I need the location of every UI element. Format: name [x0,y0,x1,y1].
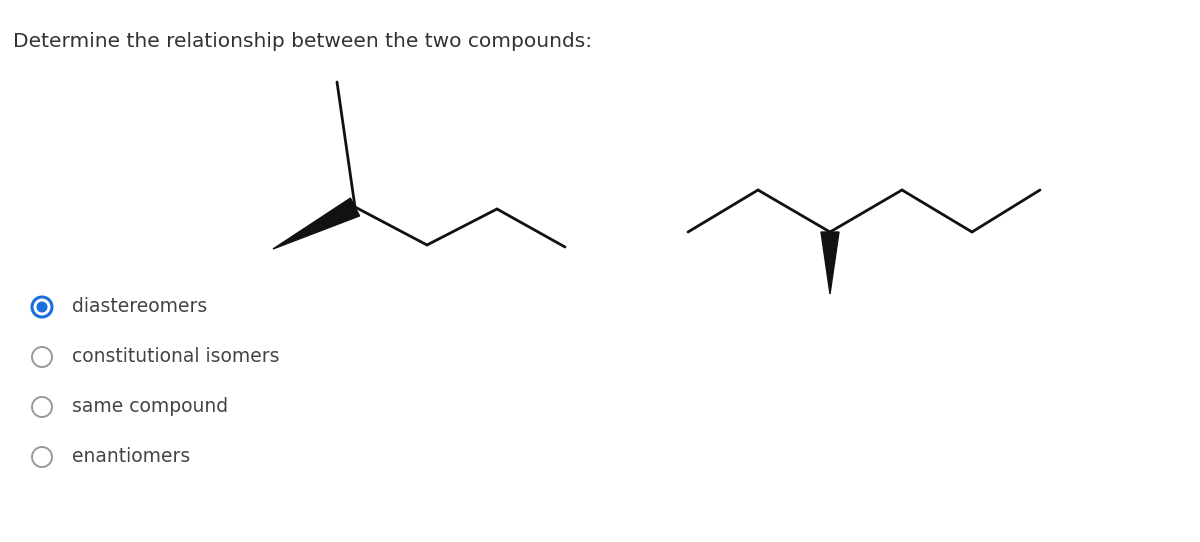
Text: enantiomers: enantiomers [72,448,191,467]
Polygon shape [274,198,360,249]
Text: constitutional isomers: constitutional isomers [72,347,280,366]
Text: Determine the relationship between the two compounds:: Determine the relationship between the t… [13,32,592,51]
Polygon shape [821,232,839,294]
Text: same compound: same compound [72,397,228,416]
Circle shape [36,301,48,313]
Text: diastereomers: diastereomers [72,298,208,317]
